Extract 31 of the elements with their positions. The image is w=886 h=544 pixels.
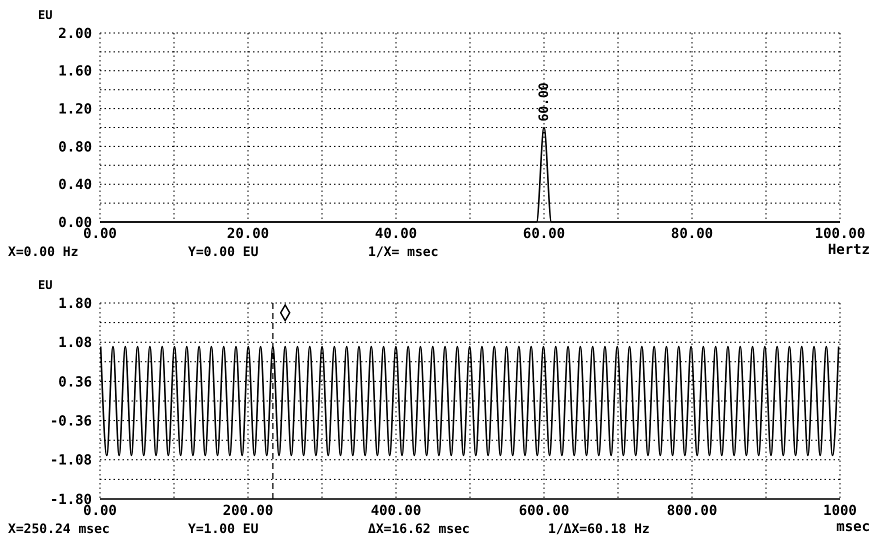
y-tick-label: 1.60 xyxy=(58,64,92,80)
x-tick-label: 40.00 xyxy=(374,226,418,242)
y-tick-label: 0.40 xyxy=(58,177,92,194)
text: Y=1.00 EU xyxy=(188,522,259,537)
y-tick-label: -0.36 xyxy=(50,414,92,430)
text: X=250.24 msec xyxy=(8,522,110,537)
text: 1/X= msec xyxy=(368,245,438,260)
x-axis-title: Hertz xyxy=(828,242,870,258)
x-axis-title: msec xyxy=(836,519,870,535)
x-tick-label: 400.00 xyxy=(370,503,422,519)
y-tick-label: 1.08 xyxy=(58,335,92,352)
x-tick-label: 600.00 xyxy=(518,503,570,519)
x-tick-label: 800.00 xyxy=(666,503,718,519)
x-tick-label: 100.00 xyxy=(814,226,866,242)
text: Y=0.00 EU xyxy=(188,245,259,260)
x-tick-label: 200.00 xyxy=(222,503,274,519)
y-tick-label: 0.80 xyxy=(58,139,92,156)
y-tick-label: 2.00 xyxy=(58,26,92,42)
x-tick-label: 60.00 xyxy=(522,226,566,242)
text: ΔX=16.62 msec xyxy=(368,522,470,537)
y-tick-label: 0.36 xyxy=(58,374,92,390)
y-tick-label: 1.20 xyxy=(58,102,92,118)
x-tick-label: 1000 xyxy=(823,503,857,519)
y-axis-title: EU xyxy=(38,278,52,292)
text: X=0.00 Hz xyxy=(8,245,78,260)
x-tick-label: 20.00 xyxy=(226,226,270,242)
y-tick-label: -1.08 xyxy=(50,452,92,469)
x-tick-label: 80.00 xyxy=(670,226,714,242)
y-axis-title: EU xyxy=(38,8,52,22)
y-tick-label: 1.80 xyxy=(58,296,92,312)
text: 1/ΔX=60.18 Hz xyxy=(548,522,650,537)
